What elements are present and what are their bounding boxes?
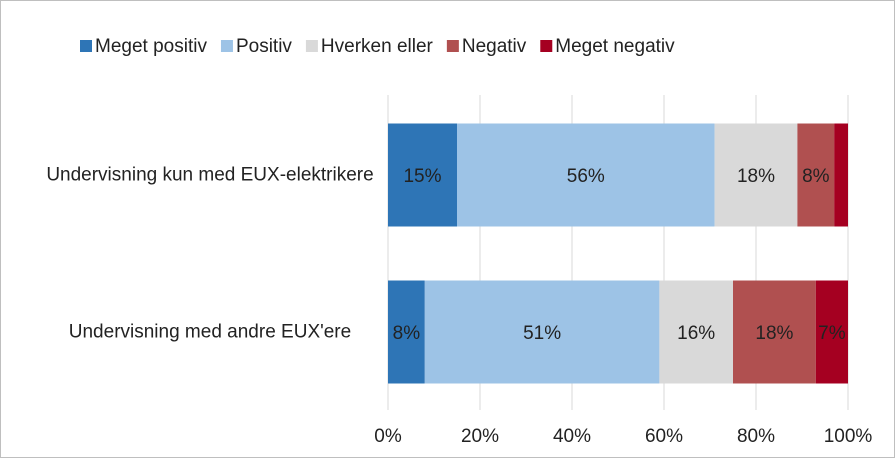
bar-segment [797,123,835,227]
data-label: 56% [567,166,605,187]
legend-swatch [220,40,233,52]
data-label: 8% [393,323,421,344]
category-label: Undervisning med andre EUX'ere [68,321,352,343]
data-label: 8% [802,166,830,187]
data-label: 16% [677,323,715,344]
bar-segment [388,280,425,384]
legend-label: Negativ [462,36,527,57]
x-tick-label: 60% [645,426,683,447]
legend-label: Meget positiv [95,36,207,57]
category-label: Undervisning kun med EUX-elektrikere [46,164,374,186]
data-label: 18% [755,323,793,344]
bar-segment [733,280,816,384]
bar-segment [834,123,848,227]
data-label: 7% [818,323,846,344]
legend-swatch [446,40,459,52]
x-tick-label: 80% [737,426,775,447]
x-tick-label: 100% [824,426,873,447]
bar-segment [815,280,848,384]
data-label: 51% [523,323,561,344]
x-tick-label: 40% [553,426,591,447]
data-label: 18% [737,166,775,187]
bar-segment [388,123,457,227]
data-label: 15% [403,166,441,187]
legend-label: Hverken eller [321,36,434,57]
bar-segment [714,123,798,227]
legend-swatch [305,40,318,52]
bar-segment [659,280,733,384]
x-tick-label: 20% [461,426,499,447]
bar-segment [424,280,660,384]
legend-label: Meget negativ [555,36,675,57]
legend-swatch [540,40,553,52]
bar-segment [457,123,715,227]
x-tick-label: 0% [374,426,402,447]
legend-label: Positiv [236,36,292,57]
legend-swatch [80,40,92,52]
